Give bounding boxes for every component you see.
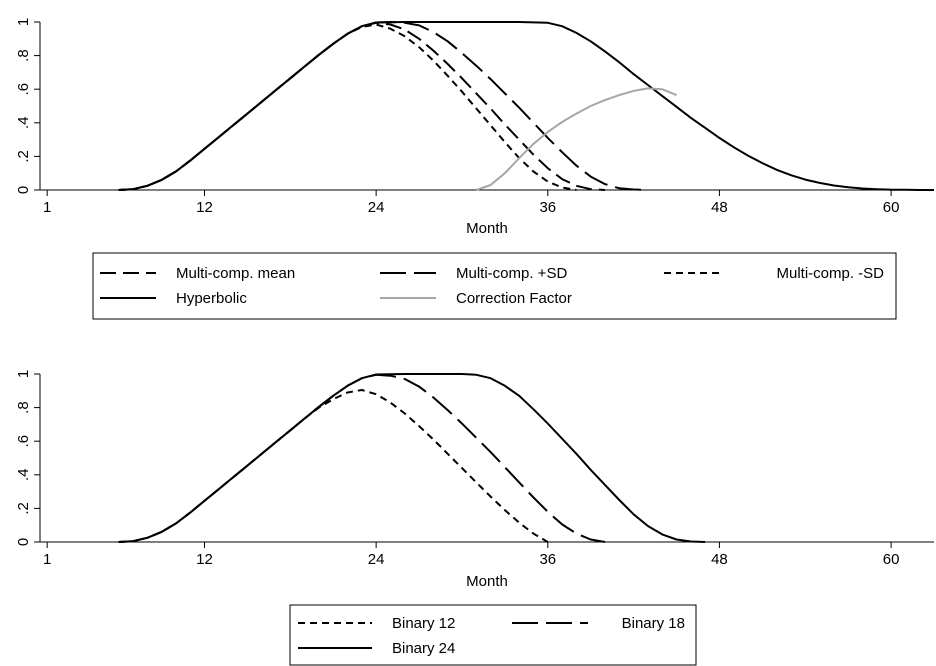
x-tick-label: 24 [368, 551, 385, 568]
x-axis-title: Month [466, 573, 508, 590]
x-tick-label: 48 [711, 199, 728, 216]
y-tick-label: .4 [15, 117, 32, 130]
legend-box [289, 604, 697, 666]
y-tick-label: .4 [15, 469, 32, 482]
x-tick-label: 60 [883, 199, 900, 216]
panel-top: 0 .2 .4 .6 .8 1 1 12 24 36 48 60 Month Multi-comp.… [15, 18, 934, 320]
y-tick-label: 0 [15, 186, 32, 194]
y-tick-label: 1 [15, 370, 32, 378]
x-ticks: 1 12 24 36 48 60 [43, 190, 899, 216]
x-tick-label: 12 [196, 199, 213, 216]
panel-bottom: 0.2.4.6.81 1 12 24 36 48 60 Month Binary 12 Bi… [15, 370, 934, 666]
x-axis-title: Month [466, 220, 508, 237]
legend: Binary 12 Binary 18 Binary 24 [289, 604, 697, 666]
x-tick-label: 36 [539, 199, 556, 216]
legend: Multi-comp. mean Multi-comp. +SD Multi-com… [92, 252, 897, 320]
legend-label: Hyperbolic [176, 290, 247, 307]
series-line-binary-24 [118, 373, 706, 543]
x-tick-label: 36 [539, 551, 556, 568]
x-tick-label: 1 [43, 199, 51, 216]
legend-label: Correction Factor [456, 290, 572, 307]
y-tick-label: .8 [15, 49, 32, 62]
legend-box [92, 252, 897, 320]
y-tick-label: 1 [15, 18, 32, 26]
y-tick-label: .2 [15, 150, 32, 163]
series-group [118, 373, 706, 543]
x-tick-label: 60 [883, 551, 900, 568]
x-tick-label: 1 [43, 551, 51, 568]
y-tick-label: .8 [15, 401, 32, 414]
legend-label: Multi-comp. mean [176, 265, 295, 282]
x-tick-label: 24 [368, 199, 385, 216]
legend-label: Binary 18 [622, 615, 685, 632]
y-ticks: 0 .2 .4 .6 .8 1 [15, 18, 40, 194]
legend-label: Binary 24 [392, 640, 455, 657]
series-group [118, 21, 934, 191]
series-line-correction-factor [475, 87, 677, 191]
series-line-hyperbolic [118, 21, 934, 191]
x-ticks: 1 12 24 36 48 60 [43, 542, 899, 568]
legend-label: Multi-comp. -SD [776, 265, 884, 282]
x-tick-label: 12 [196, 551, 213, 568]
y-tick-label: .2 [15, 502, 32, 515]
y-tick-label: 0 [15, 538, 32, 546]
y-tick-label: .6 [15, 83, 32, 96]
y-tick-label: .6 [15, 435, 32, 448]
x-tick-label: 48 [711, 551, 728, 568]
legend-label: Multi-comp. +SD [456, 265, 567, 282]
series-line-multi-comp-mean [118, 21, 606, 191]
legend-label: Binary 12 [392, 615, 455, 632]
y-ticks: 0 .2 .4 .6 .8 1 [15, 370, 40, 546]
